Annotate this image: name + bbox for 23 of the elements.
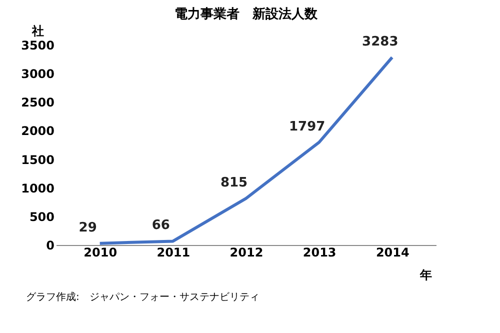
x-tick-label: 2014 bbox=[376, 246, 410, 260]
y-tick-label: 1500 bbox=[21, 152, 54, 167]
data-label: 1797 bbox=[288, 119, 326, 134]
y-tick-label: 3500 bbox=[21, 38, 54, 52]
y-tick-label: 0 bbox=[46, 238, 54, 252]
chart-title: 電力事業者 新設法人数 bbox=[174, 6, 318, 22]
data-label: 66 bbox=[152, 218, 170, 234]
x-tick-label: 2013 bbox=[302, 246, 336, 260]
y-tick-label: 2000 bbox=[21, 124, 54, 138]
text: グラフ作成: ジャパン・フォー・サステナビリティ bbox=[26, 291, 260, 303]
y-tick-label: 500 bbox=[29, 210, 54, 224]
data-label: 815 bbox=[220, 175, 248, 190]
x-tick-label: 2010 bbox=[84, 246, 118, 260]
data-label: 29 bbox=[78, 220, 97, 236]
y-tick-label: 3000 bbox=[21, 67, 54, 82]
x-tick-label: 2011 bbox=[156, 246, 190, 260]
line-series bbox=[98, 56, 394, 245]
y-tick-label: 1000 bbox=[21, 181, 54, 196]
y-tick-label: 2500 bbox=[21, 96, 54, 110]
x-axis-title: 年 bbox=[419, 268, 432, 282]
x-tick-label: 2012 bbox=[230, 246, 264, 260]
data-label: 3283 bbox=[362, 34, 398, 50]
y-axis-title: 社 bbox=[31, 24, 44, 38]
